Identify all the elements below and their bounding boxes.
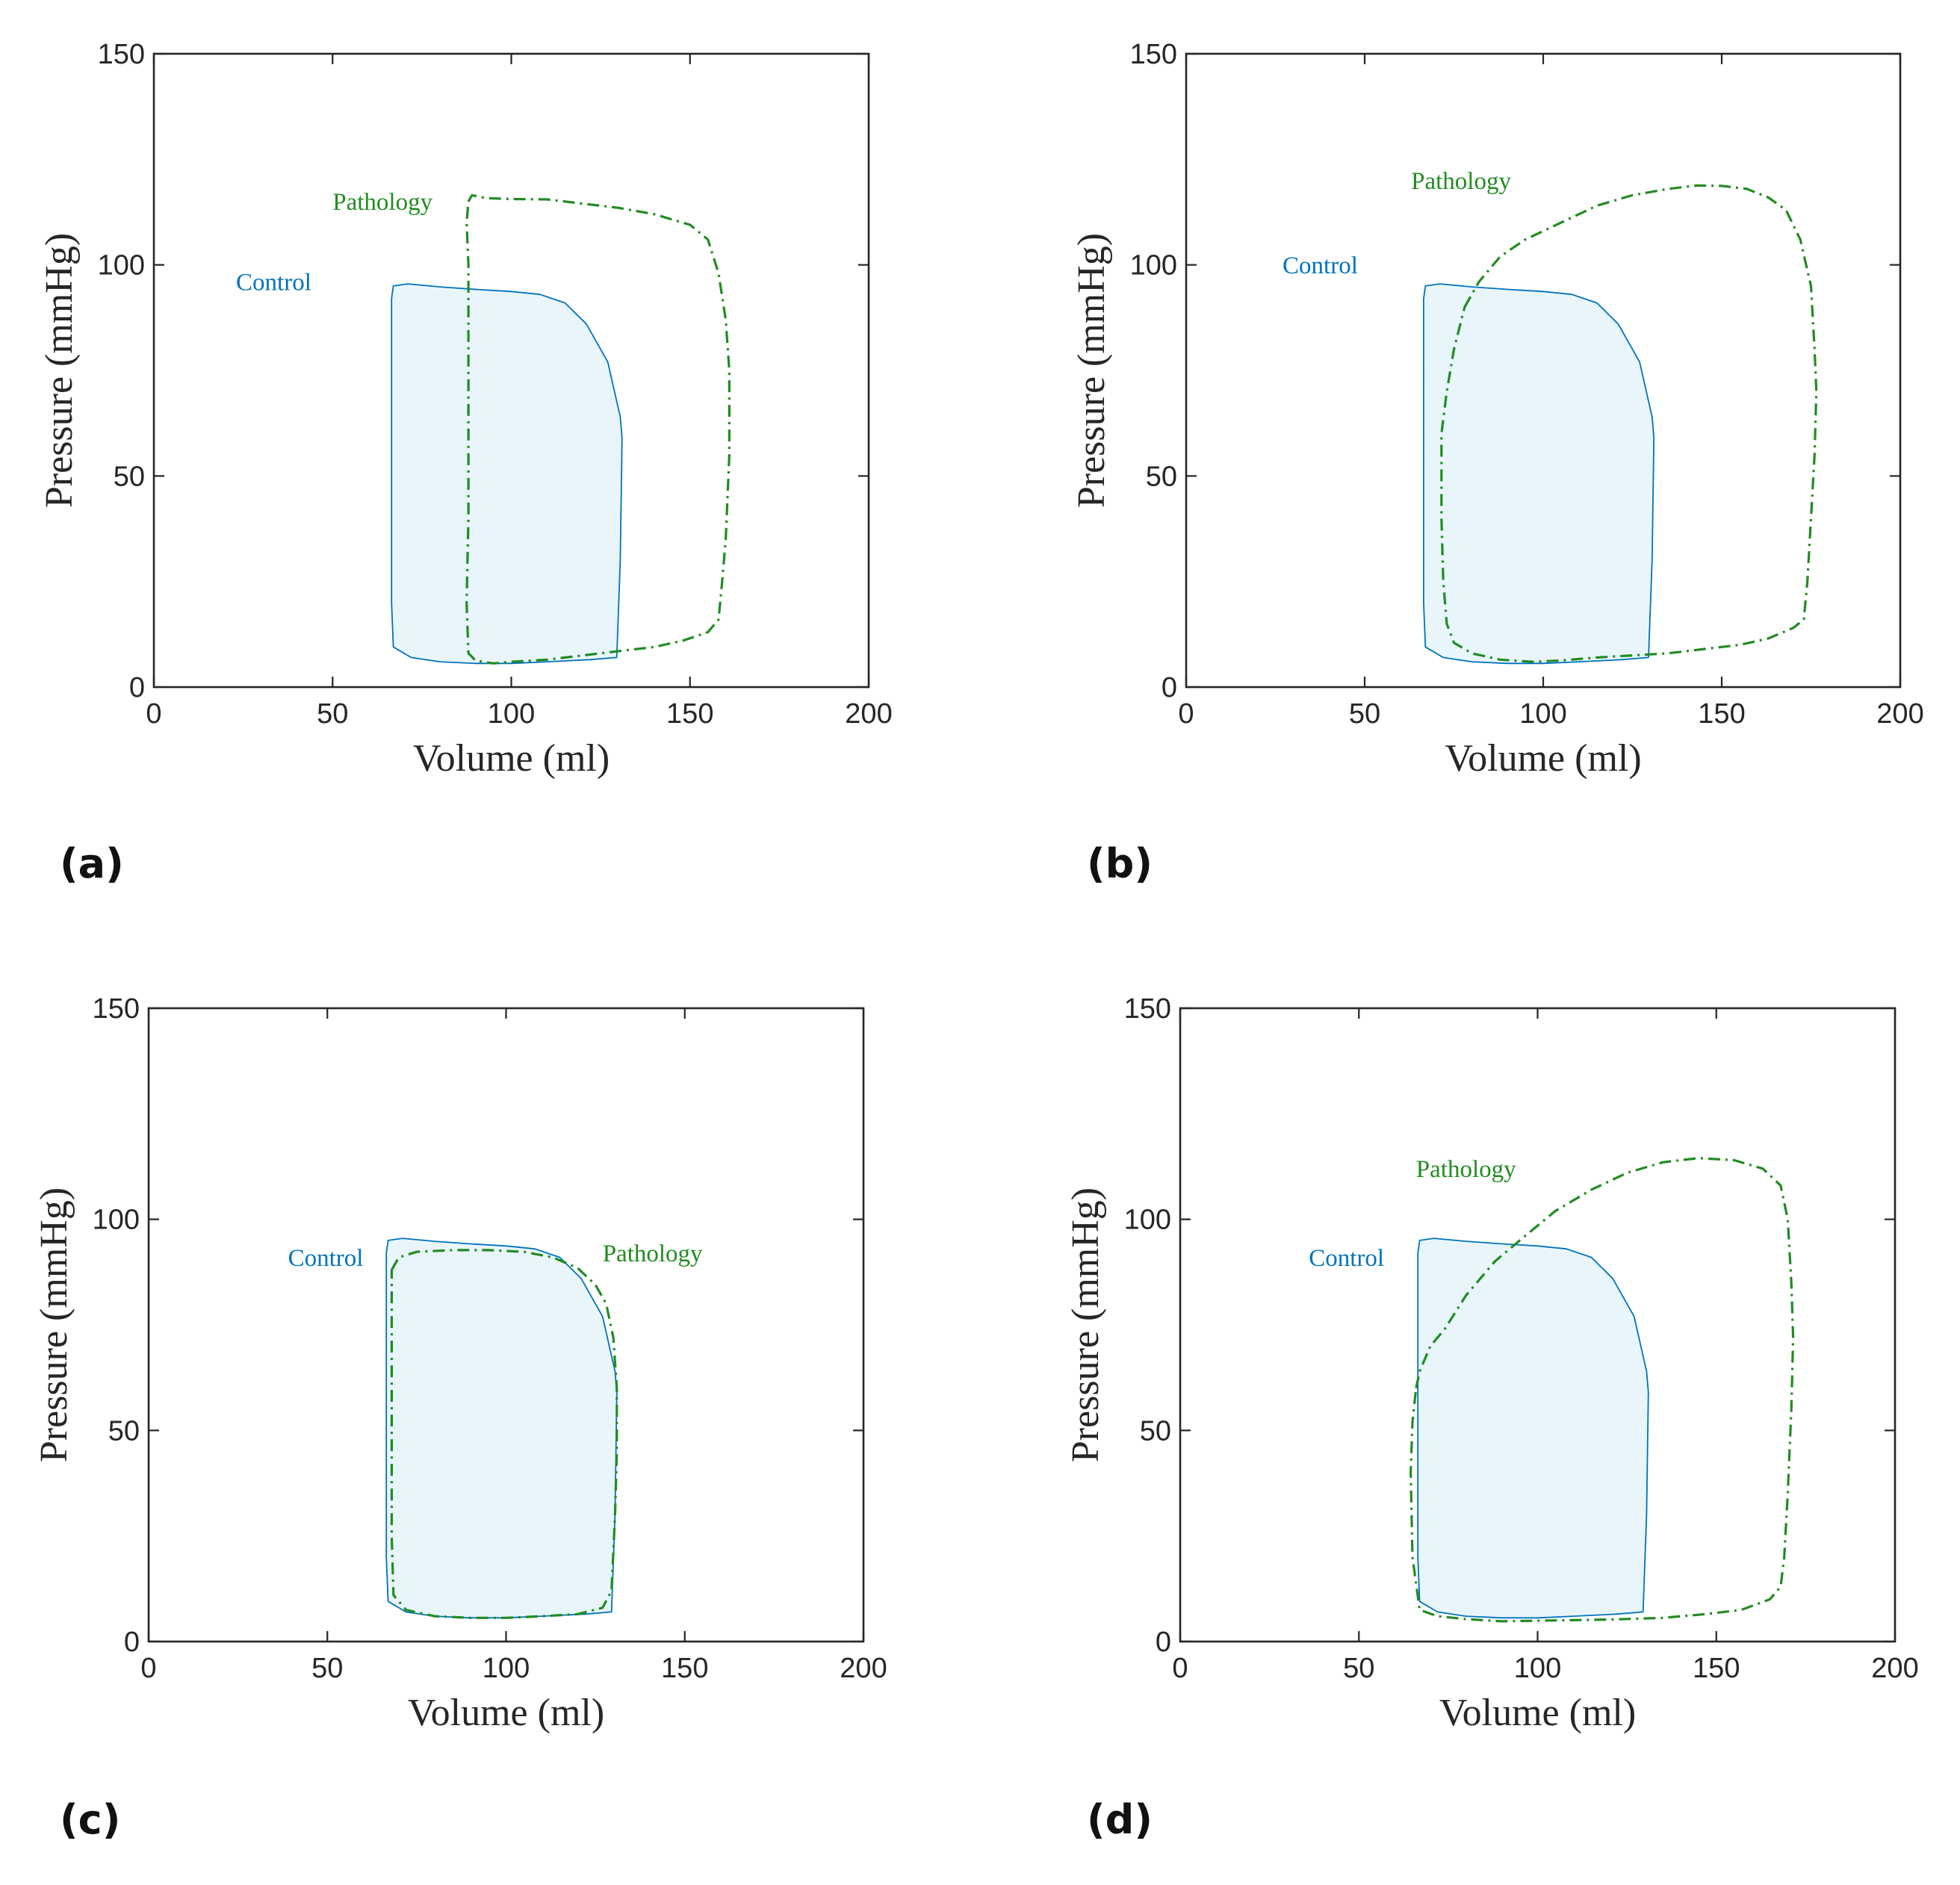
plot-area xyxy=(385,1237,618,1619)
x-tick-label: 0 xyxy=(1172,1653,1188,1684)
x-tick-label: 200 xyxy=(845,698,892,730)
x-tick-label: 150 xyxy=(661,1653,708,1684)
control-loop xyxy=(1423,283,1655,665)
x-tick-label: 0 xyxy=(1178,698,1194,730)
panel-label: (b) xyxy=(1087,840,1153,887)
x-tick-label: 0 xyxy=(146,698,161,730)
pathology-label: Pathology xyxy=(1416,1156,1516,1183)
x-axis-title: Volume (ml) xyxy=(1439,1692,1636,1734)
pathology-label: Pathology xyxy=(1411,168,1511,195)
x-tick-label: 100 xyxy=(483,1653,530,1684)
y-tick-label: 50 xyxy=(108,1415,140,1447)
x-tick-label: 200 xyxy=(1876,698,1923,730)
y-tick-label: 50 xyxy=(1140,1415,1171,1447)
x-tick-label: 50 xyxy=(317,698,348,730)
y-tick-label: 0 xyxy=(124,1627,140,1658)
y-axis-title: Pressure (mmHg) xyxy=(38,233,81,508)
y-tick-label: 150 xyxy=(93,993,140,1025)
y-axis-title: Pressure (mmHg) xyxy=(1070,233,1113,508)
y-tick-label: 150 xyxy=(98,39,145,70)
control-label: Control xyxy=(236,270,311,296)
control-loop xyxy=(1417,1237,1649,1619)
x-tick-label: 0 xyxy=(140,1653,156,1684)
control-label: Control xyxy=(288,1245,364,1272)
x-tick-label: 100 xyxy=(1514,1653,1561,1684)
pathology-label: Pathology xyxy=(332,189,432,216)
x-tick-label: 50 xyxy=(311,1653,343,1684)
y-tick-label: 50 xyxy=(1146,461,1177,492)
x-tick-label: 150 xyxy=(1693,1653,1740,1684)
y-axis-title: Pressure (mmHg) xyxy=(1064,1187,1107,1462)
chart-panel-4: Control Pathology 0 50 100 150 200 0 50 100 150 Vol… xyxy=(1064,993,1919,1843)
panel-label: (d) xyxy=(1087,1796,1153,1843)
control-loop xyxy=(391,283,623,665)
plot-area xyxy=(391,193,731,665)
y-tick-label: 50 xyxy=(114,461,145,492)
pathology-loop xyxy=(1440,184,1818,663)
chart-panel-2: Control Pathology 0 50 100 150 200 0 50 100 150 Vol… xyxy=(1070,39,1924,887)
x-tick-label: 200 xyxy=(1871,1653,1918,1684)
chart-panel-1: Control Pathology 0 50 100 150 200 0 50 100 150 Vol… xyxy=(38,39,893,887)
x-axis-title: Volume (ml) xyxy=(413,737,610,780)
chart-panel-3: Control Pathology 0 50 100 150 200 0 50 100 150 Vol… xyxy=(33,993,887,1843)
panel-label: (a) xyxy=(60,840,124,887)
y-tick-label: 150 xyxy=(1130,39,1177,70)
panel-label: (c) xyxy=(60,1796,120,1843)
x-tick-label: 150 xyxy=(1698,698,1745,730)
y-tick-label: 100 xyxy=(98,250,145,282)
x-axis-title: Volume (ml) xyxy=(1445,737,1641,780)
x-tick-label: 50 xyxy=(1349,698,1380,730)
y-tick-label: 150 xyxy=(1124,993,1171,1025)
y-tick-label: 0 xyxy=(1156,1627,1171,1658)
control-label: Control xyxy=(1283,252,1358,279)
control-label: Control xyxy=(1309,1245,1384,1272)
y-tick-label: 100 xyxy=(93,1205,140,1236)
pathology-label: Pathology xyxy=(603,1240,703,1267)
y-tick-label: 100 xyxy=(1124,1205,1171,1236)
x-tick-label: 50 xyxy=(1343,1653,1374,1684)
y-tick-label: 100 xyxy=(1130,250,1177,282)
x-tick-label: 150 xyxy=(666,698,713,730)
x-axis-title: Volume (ml) xyxy=(408,1692,604,1734)
x-tick-label: 200 xyxy=(840,1653,887,1684)
pathology-loop xyxy=(465,193,731,665)
x-tick-label: 100 xyxy=(488,698,535,730)
plot-area xyxy=(1423,184,1818,665)
pathology-loop xyxy=(390,1249,618,1619)
pathology-loop xyxy=(1409,1157,1795,1623)
plot-area xyxy=(1409,1157,1795,1623)
y-tick-label: 0 xyxy=(1162,672,1177,704)
y-tick-label: 0 xyxy=(129,672,145,704)
y-axis-title: Pressure (mmHg) xyxy=(33,1187,75,1462)
control-loop xyxy=(385,1237,618,1619)
x-tick-label: 100 xyxy=(1519,698,1566,730)
